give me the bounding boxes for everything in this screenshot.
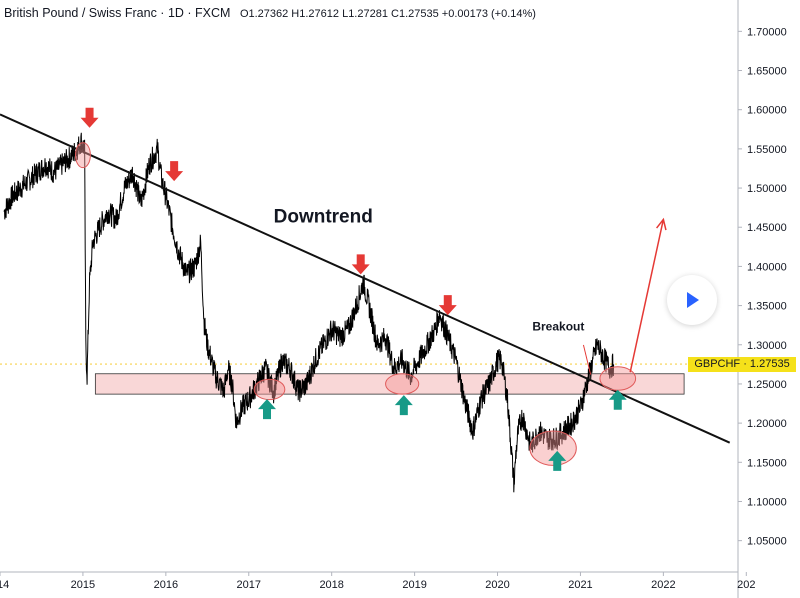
x-tick-label: 202 <box>737 579 755 591</box>
price-tag: GBPCHF · 1.27535 <box>688 357 796 372</box>
support-zone <box>94 373 685 395</box>
x-tick-label: 2022 <box>651 579 675 591</box>
y-tick-label: 1.10000 <box>747 496 787 508</box>
y-tick-label: 1.50000 <box>747 183 787 195</box>
symbol-title: British Pound / Swiss Franc · 1D · FXCM <box>4 6 231 20</box>
x-tick-label: 2016 <box>154 579 178 591</box>
y-tick-label: 1.40000 <box>747 261 787 273</box>
y-tick-label: 1.20000 <box>747 418 787 430</box>
y-tick-label: 1.30000 <box>747 340 787 352</box>
breakout-label: Breakout <box>532 320 584 334</box>
highlight-ellipse <box>74 142 91 169</box>
y-tick-label: 1.35000 <box>747 301 787 313</box>
down-arrow-icon <box>438 295 457 316</box>
signal-arrows <box>80 107 667 471</box>
x-tick-label: 2020 <box>485 579 509 591</box>
x-tick-label: 2021 <box>568 579 592 591</box>
up-arrow-icon <box>608 389 627 410</box>
up-arrow-icon <box>394 395 413 416</box>
price-line <box>3 132 615 493</box>
x-tick-label: 2019 <box>402 579 426 591</box>
x-tick-label: 2017 <box>237 579 261 591</box>
highlight-ellipse <box>253 378 286 401</box>
chart-annotations: Downtrend Breakout <box>274 207 585 334</box>
ohlc-readout: O1.27362 H1.27612 L1.27281 C1.27535 +0.0… <box>239 8 536 20</box>
y-tick-label: 1.05000 <box>747 536 787 548</box>
downtrend-label: Downtrend <box>274 207 373 228</box>
y-tick-label: 1.25000 <box>747 379 787 391</box>
highlight-ellipse <box>529 430 577 466</box>
projection-arrowhead-icon <box>656 217 667 231</box>
highlight-ellipses <box>74 142 637 466</box>
x-tick-label: 014 <box>0 579 9 591</box>
projection-line <box>629 219 665 373</box>
price-series <box>3 132 615 493</box>
support-zone-rect <box>94 373 685 395</box>
x-tick-label: 2018 <box>319 579 343 591</box>
up-arrow-icon <box>548 450 567 471</box>
axis-ticks: 1.05000 1.10000 1.15000 1.20000 1.25000 1.300… <box>0 26 787 591</box>
x-tick-label: 2015 <box>71 579 95 591</box>
chart-header: British Pound / Swiss Franc · 1D · FXCM … <box>4 6 536 20</box>
play-button[interactable] <box>667 275 717 325</box>
y-tick-label: 1.15000 <box>747 457 787 469</box>
down-arrow-icon <box>165 161 184 182</box>
y-tick-label: 1.60000 <box>747 105 787 117</box>
y-tick-label: 1.65000 <box>747 66 787 78</box>
down-arrow-icon <box>80 107 99 128</box>
chart-axes <box>0 0 739 598</box>
play-icon <box>687 292 699 308</box>
y-tick-label: 1.55000 <box>747 144 787 156</box>
y-tick-label: 1.45000 <box>747 222 787 234</box>
highlight-ellipse <box>385 373 420 395</box>
up-arrow-icon <box>258 399 277 420</box>
y-tick-label: 1.70000 <box>747 26 787 38</box>
breakout-pointer <box>582 344 592 375</box>
down-arrow-icon <box>351 254 370 275</box>
